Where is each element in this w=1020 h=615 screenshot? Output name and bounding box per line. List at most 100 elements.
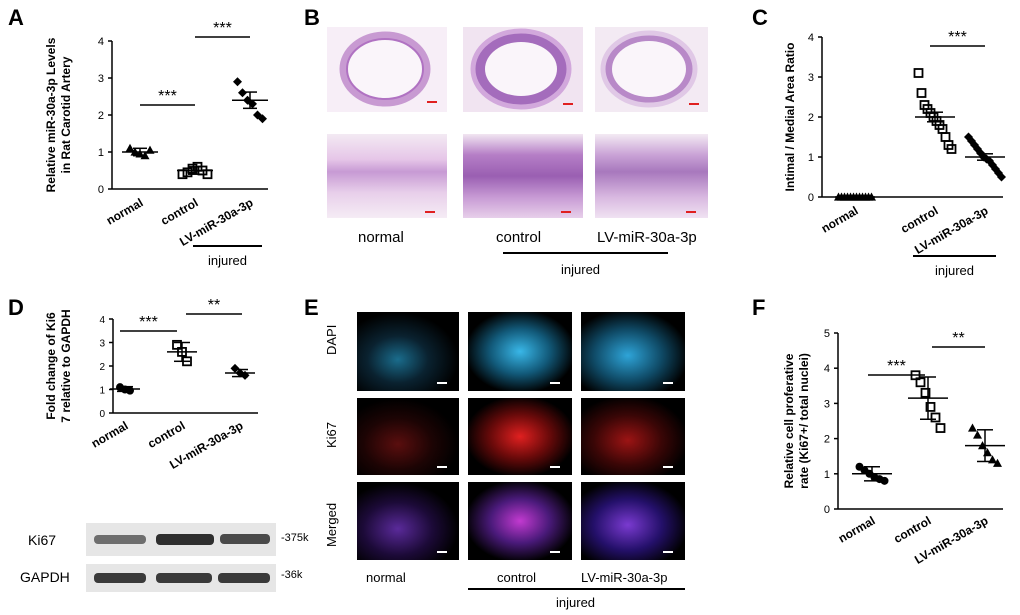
x-category-label: normal <box>819 203 861 235</box>
data-point <box>925 402 936 412</box>
y-tick-label: 1 <box>808 152 814 164</box>
significance-label: *** <box>887 358 906 375</box>
y-axis-label-line: Relative cell proferative <box>782 353 796 488</box>
band-ki67-normal <box>94 535 146 544</box>
y-tick-label: 2 <box>99 362 105 373</box>
data-point <box>880 476 889 485</box>
scale-bar <box>427 101 437 103</box>
e-group-line <box>468 588 685 590</box>
data-point <box>930 412 941 423</box>
b-label-control: control <box>496 229 542 246</box>
blot-size-ki67: -375k <box>281 532 309 544</box>
he-control-low <box>463 27 583 112</box>
scale-bar <box>663 382 673 384</box>
blot-gapdh-membrane <box>86 564 276 592</box>
he-control-high <box>463 134 583 218</box>
data-point <box>940 132 951 142</box>
band-ki67-control <box>156 534 214 545</box>
data-point <box>913 68 924 78</box>
chart-f: 0 1 2 3 4 5 Relative cell proferativerate (Ki6… <box>782 328 1005 567</box>
y-axis-label: Fold change of Ki67 relative to GAPDH <box>44 309 73 422</box>
blot-size-gapdh: -36k <box>281 569 303 581</box>
fluo-ki67-lv <box>581 398 685 475</box>
chart-d: 0 1 2 3 4 Fold change of Ki67 relative to GAP… <box>44 297 258 472</box>
significance-label: ** <box>952 330 964 347</box>
data-point <box>973 430 982 439</box>
b-label-normal: normal <box>358 229 404 246</box>
y-tick-label: 4 <box>808 32 814 44</box>
blot-label-gapdh: GAPDH <box>20 569 70 585</box>
fluo-merged-lv <box>581 482 685 560</box>
x-category-label: control <box>145 418 187 450</box>
y-axis-label: Relative miR-30a-3p Levelsin Rat Carotid… <box>44 37 73 192</box>
he-lv-high <box>595 134 708 218</box>
y-axis-label-line: 7 relative to GAPDH <box>59 309 73 422</box>
scale-bar <box>437 382 447 384</box>
significance-label: *** <box>139 314 158 331</box>
scale-bar <box>663 466 673 468</box>
y-tick-label: 3 <box>98 73 104 85</box>
significance-label: *** <box>158 88 177 105</box>
significance-label: ** <box>208 297 220 314</box>
blot-label-ki67: Ki67 <box>28 532 57 548</box>
x-category-label: normal <box>104 195 146 227</box>
y-tick-label: 0 <box>824 504 830 516</box>
e-group-label: injured <box>556 595 596 610</box>
scale-bar <box>561 211 571 213</box>
data-point <box>238 88 247 98</box>
he-normal-high <box>327 134 447 218</box>
data-point <box>915 377 926 388</box>
panel-letter-c: C <box>752 5 768 30</box>
data-point <box>230 363 240 373</box>
group-label: injured <box>208 253 247 268</box>
data-point <box>172 339 182 350</box>
panel-letter-b: B <box>304 5 320 30</box>
y-tick-label: 2 <box>98 110 104 122</box>
e-label-control: control <box>497 570 537 585</box>
y-axis-label-line: Fold change of Ki6 <box>44 312 58 420</box>
fluo-merged-normal <box>357 482 459 560</box>
y-tick-label: 2 <box>824 434 830 446</box>
y-tick-label: 0 <box>99 409 105 420</box>
band-gapdh-lv <box>218 573 270 583</box>
data-point <box>935 423 946 433</box>
y-tick-label: 1 <box>99 386 105 397</box>
y-tick-label: 4 <box>824 363 830 375</box>
y-tick-label: 0 <box>808 192 814 204</box>
data-point <box>946 144 957 154</box>
blot-ki67-membrane <box>86 523 276 556</box>
scale-bar <box>425 211 435 213</box>
y-tick-label: 3 <box>808 72 814 84</box>
scale-bar <box>686 211 696 213</box>
significance-label: *** <box>948 29 967 46</box>
y-tick-label: 1 <box>824 469 830 481</box>
data-point <box>916 88 927 98</box>
scale-bar <box>550 466 560 468</box>
y-axis-label: Relative cell proferativerate (Ki67+/ to… <box>782 353 811 489</box>
data-point <box>258 114 267 124</box>
fluo-ki67-normal <box>357 398 459 475</box>
fluo-dapi-lv <box>581 312 685 391</box>
x-category-label: control <box>891 513 933 545</box>
he-normal-low <box>327 27 447 112</box>
scale-bar <box>550 551 560 553</box>
data-point <box>997 172 1006 182</box>
y-axis-label-line: rate (Ki67+/ total nuclei) <box>797 353 811 489</box>
data-point <box>993 458 1002 467</box>
e-label-lv: LV-miR-30a-3p <box>581 570 668 585</box>
band-ki67-lv <box>220 534 270 544</box>
fluo-dapi-control <box>468 312 572 391</box>
data-point <box>125 143 135 152</box>
x-category-label: normal <box>836 513 878 545</box>
y-tick-label: 2 <box>808 112 814 124</box>
b-group-label: injured <box>561 262 601 277</box>
x-category-label: normal <box>89 418 131 450</box>
y-axis-label-line: Intimal / Medial Area Ratio <box>783 43 797 192</box>
scale-bar <box>563 103 573 105</box>
panel-letter-f: F <box>752 295 766 320</box>
panel-letter-a: A <box>8 5 24 30</box>
y-tick-label: 4 <box>98 36 104 48</box>
y-tick-label: 5 <box>824 328 830 340</box>
